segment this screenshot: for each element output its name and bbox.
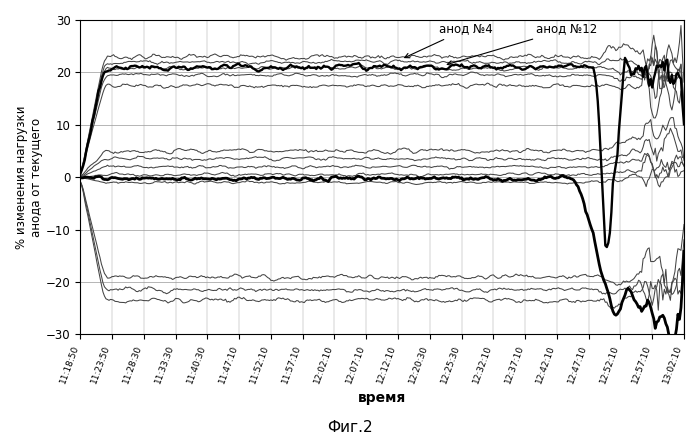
- Text: анод №4: анод №4: [405, 23, 493, 58]
- Y-axis label: % изменения нагрузки
анода от текущего: % изменения нагрузки анода от текущего: [15, 105, 43, 249]
- X-axis label: время: время: [358, 391, 406, 405]
- Text: анод №12: анод №12: [447, 23, 598, 66]
- Text: Фиг.2: Фиг.2: [326, 420, 373, 435]
